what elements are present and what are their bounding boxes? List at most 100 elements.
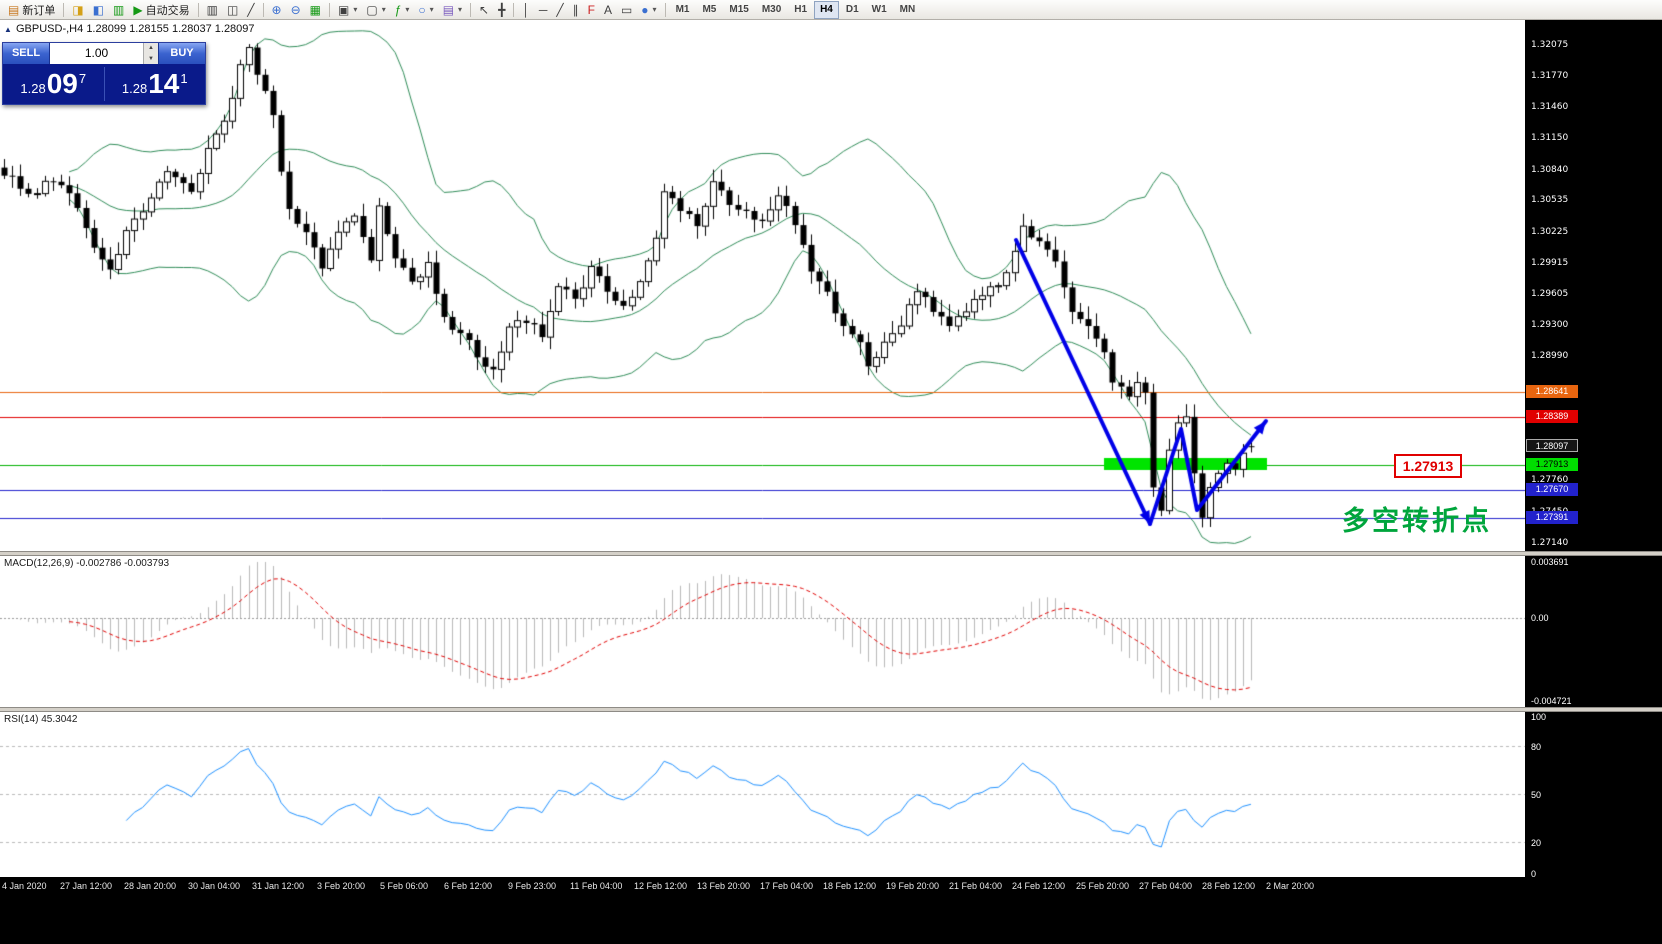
timeframe-m5-button[interactable]: M5 (702, 3, 717, 15)
main-price-chart[interactable] (0, 20, 1525, 551)
dropdown-arrow-icon: ▾ (652, 5, 657, 14)
sell-button[interactable]: SELL (3, 43, 50, 64)
time-tick: 27 Feb 04:00 (1139, 881, 1193, 891)
dropdown-arrow-icon: ▾ (405, 5, 410, 14)
bar-chart-button[interactable]: ▥ (203, 1, 222, 19)
channel-tool-button[interactable]: ∥ (569, 1, 583, 19)
chart-symbol-period: GBPUSD-,H4 (16, 23, 84, 35)
price-chip: 1.27913 (1526, 457, 1578, 471)
shapes-icon: ● (641, 2, 649, 17)
price-tick: 1.29605 (1531, 289, 1569, 300)
buy-price-sup: 1 (180, 70, 188, 86)
timeframe-m30-button[interactable]: M30 (761, 3, 782, 15)
price-chip: 1.28641 (1526, 384, 1578, 398)
time-tick: 13 Feb 20:00 (697, 881, 751, 891)
new-chart-button[interactable]: ▣ ▾ (334, 1, 361, 19)
fibonacci-tool-button[interactable]: F (584, 1, 599, 19)
sell-price-sup: 7 (78, 70, 87, 86)
buy-price: 1.28 14 1 (105, 66, 206, 102)
toolbar-separator (470, 2, 472, 17)
macd-value-1: -0.002786 (76, 558, 122, 569)
one-click-trading-panel: SELL 1.00 ▲ ▼ BUY 1.28 09 7 1.28 14 1 (2, 42, 206, 105)
periods-button[interactable]: ○ ▾ (414, 1, 437, 19)
price-axis[interactable]: 0.003691 0.00 -0.004721 100 80 50 20 0 1… (1525, 20, 1662, 944)
time-axis[interactable]: 4 Jan 2020 27 Jan 12:00 28 Jan 20:00 30 Jan… (0, 877, 1662, 944)
crosshair-tool-button[interactable]: ╋ (494, 1, 509, 19)
text-tool-button[interactable]: A (600, 1, 616, 19)
chart-title: GBPUSD-,H4 1.28099 1.28155 1.28037 1.280… (16, 23, 255, 35)
new-order-button[interactable]: ▤ 新订单 (4, 1, 59, 19)
rsi-value: 45.3042 (41, 714, 78, 725)
price-divider (103, 67, 105, 101)
new-order-icon: ▤ (8, 2, 20, 17)
vertical-line-tool-button[interactable]: │ (518, 1, 534, 19)
vertical-line-icon: │ (522, 2, 530, 17)
timeframe-m15-button[interactable]: M15 (729, 3, 749, 15)
timeframe-m1-button[interactable]: M1 (675, 3, 690, 15)
time-tick: 6 Feb 12:00 (444, 881, 493, 891)
dropdown-arrow-icon: ▾ (353, 5, 358, 14)
candlestick-chart-button[interactable]: ◫ (223, 1, 242, 19)
time-tick: 19 Feb 20:00 (886, 881, 940, 891)
tile-windows-button[interactable]: ▦ (306, 1, 325, 19)
strategy-tester-button[interactable]: ◧ (89, 1, 108, 19)
label-tool-button[interactable]: ▭ (617, 1, 636, 19)
buy-button[interactable]: BUY (158, 43, 205, 64)
indicators-button[interactable]: ƒ ▾ (391, 1, 414, 19)
auto-trading-label: 自动交易 (145, 4, 190, 17)
profile-icon: ▥ (113, 2, 125, 17)
line-chart-button[interactable]: ╱ (243, 1, 258, 19)
templates-button[interactable]: ▤ ▾ (439, 1, 466, 19)
time-tick: 24 Feb 12:00 (1012, 881, 1066, 891)
rsi-axis-100: 100 (1531, 712, 1547, 722)
horizontal-line-tool-button[interactable]: ─ (535, 1, 552, 19)
volume-up-icon[interactable]: ▲ (144, 43, 158, 54)
one-click-collapse-icon[interactable]: ▲ (4, 25, 12, 34)
zoom-in-icon: ⊕ (271, 2, 282, 17)
zoom-out-button[interactable]: ⊖ (287, 1, 305, 19)
zoom-in-button[interactable]: ⊕ (268, 1, 286, 19)
cursor-tool-button[interactable]: ↖ (475, 1, 493, 19)
price-tick: 1.28990 (1531, 351, 1569, 362)
time-tick: 5 Feb 06:00 (380, 881, 429, 891)
dropdown-arrow-icon: ▾ (458, 5, 463, 14)
line-chart-icon: ╱ (247, 2, 255, 17)
dropdown-arrow-icon: ▾ (429, 5, 434, 14)
terminal-button[interactable]: ◨ (68, 1, 87, 19)
timeframe-h1-button[interactable]: H1 (794, 3, 808, 15)
macd-axis-zero: 0.00 (1531, 613, 1549, 623)
timeframe-w1-button[interactable]: W1 (871, 3, 887, 15)
sell-price-small: 1.28 (20, 80, 46, 96)
time-tick: 11 Feb 04:00 (570, 881, 623, 891)
price-chip: 1.28389 (1526, 409, 1578, 423)
volume-down-icon[interactable]: ▼ (144, 53, 158, 64)
price-chip: 1.28097 (1526, 439, 1578, 453)
trendline-tool-button[interactable]: ╱ (552, 1, 567, 19)
rsi-axis-80: 80 (1531, 742, 1542, 752)
sell-price-big: 09 (46, 68, 78, 99)
panel-divider[interactable] (0, 551, 1662, 556)
timeframe-d1-button[interactable]: D1 (845, 3, 859, 15)
time-tick: 27 Jan 12:00 (60, 881, 113, 891)
panel-divider[interactable] (0, 707, 1662, 712)
macd-value-2: -0.003793 (124, 558, 170, 569)
profiles-button[interactable]: ▢ ▾ (362, 1, 389, 19)
sell-price: 1.28 09 7 (3, 66, 104, 102)
fibonacci-icon: F (587, 2, 595, 17)
auto-trading-button[interactable]: ▶ 自动交易 (129, 1, 193, 19)
macd-axis-max: 0.003691 (1531, 557, 1569, 567)
volume-input[interactable]: 1.00 (84, 46, 109, 60)
profile-button[interactable]: ▥ (109, 1, 128, 19)
shapes-tool-button[interactable]: ● ▾ (637, 1, 660, 19)
new-order-label: 新订单 (22, 4, 56, 17)
time-tick: 18 Feb 12:00 (823, 881, 877, 891)
rsi-indicator-chart[interactable] (0, 712, 1525, 877)
price-tick: 1.30535 (1531, 195, 1569, 206)
timeframe-h4-button[interactable]: H4 (814, 0, 839, 19)
support-price-callout: 1.27913 (1394, 454, 1462, 478)
price-tick: 1.29300 (1531, 320, 1569, 331)
templates-icon: ▤ (442, 2, 455, 17)
macd-indicator-chart[interactable] (0, 556, 1525, 706)
timeframe-mn-button[interactable]: MN (899, 3, 916, 15)
